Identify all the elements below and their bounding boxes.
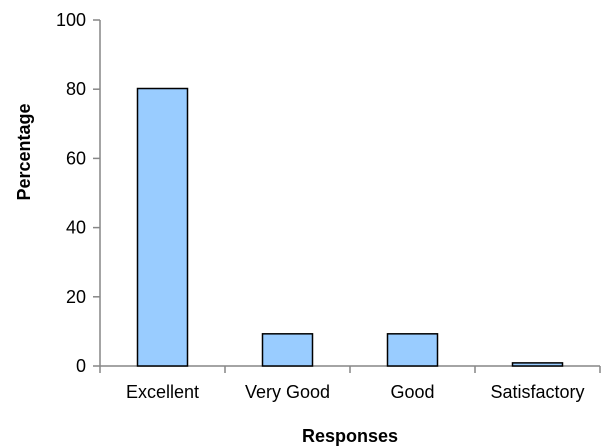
x-axis-title: Responses	[302, 426, 398, 446]
bars	[136, 87, 564, 367]
y-axis: 0 20 40 60 80 100	[56, 10, 101, 376]
y-tick-label: 100	[56, 10, 86, 30]
y-axis-title: Percentage	[14, 103, 34, 200]
x-axis	[99, 365, 601, 373]
y-tick-label: 40	[66, 218, 86, 238]
bar-very-good	[261, 333, 314, 367]
bar-good	[386, 333, 439, 367]
y-tick-label: 80	[66, 79, 86, 99]
x-tick-label: Satisfactory	[490, 382, 584, 402]
x-tick-label: Very Good	[245, 382, 330, 402]
y-tick-label: 60	[66, 148, 86, 168]
x-tick-label: Excellent	[126, 382, 199, 402]
x-tick-label: Good	[390, 382, 434, 402]
bar-satisfactory	[511, 362, 564, 367]
y-tick-label: 0	[76, 356, 86, 376]
bar-excellent	[136, 87, 189, 367]
y-tick-label: 20	[66, 287, 86, 307]
category-labels: Excellent Very Good Good Satisfactory	[126, 382, 585, 402]
